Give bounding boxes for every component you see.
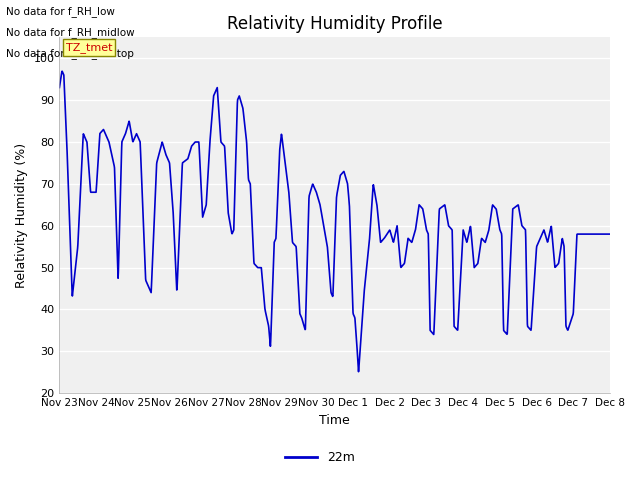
Text: TZ_tmet: TZ_tmet [66,42,112,53]
Text: No data for f_RH_midlow: No data for f_RH_midlow [6,27,135,38]
Text: No data for f_RH_midtop: No data for f_RH_midtop [6,48,134,59]
X-axis label: Time: Time [319,414,350,427]
Legend: 22m: 22m [280,446,360,469]
Y-axis label: Relativity Humidity (%): Relativity Humidity (%) [15,143,28,288]
Text: No data for f_RH_low: No data for f_RH_low [6,6,115,17]
Title: Relativity Humidity Profile: Relativity Humidity Profile [227,15,442,33]
